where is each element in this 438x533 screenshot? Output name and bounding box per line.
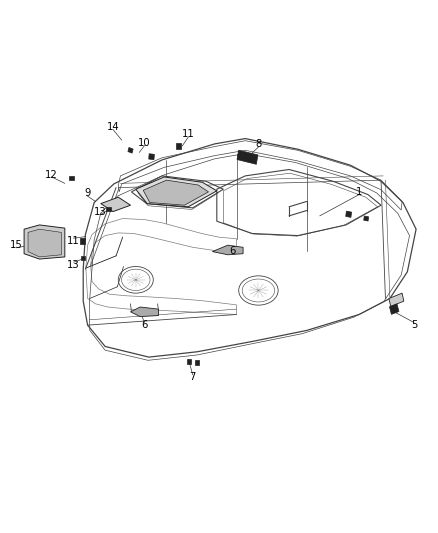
Polygon shape: [24, 225, 65, 259]
Polygon shape: [136, 177, 217, 207]
Polygon shape: [212, 245, 243, 255]
Polygon shape: [143, 180, 208, 205]
Polygon shape: [389, 293, 404, 306]
Polygon shape: [101, 197, 131, 212]
Polygon shape: [81, 256, 85, 260]
Polygon shape: [131, 307, 159, 317]
Text: 8: 8: [255, 139, 261, 149]
Polygon shape: [69, 176, 74, 180]
Text: 13: 13: [67, 260, 80, 270]
Text: 11: 11: [67, 236, 80, 246]
Polygon shape: [128, 148, 133, 153]
Text: 11: 11: [182, 130, 195, 139]
Polygon shape: [346, 211, 352, 217]
Text: 9: 9: [85, 189, 91, 198]
Polygon shape: [195, 360, 199, 365]
Text: 5: 5: [411, 320, 417, 330]
Text: 6: 6: [229, 246, 235, 255]
Polygon shape: [80, 238, 85, 244]
Polygon shape: [28, 229, 61, 257]
Text: 12: 12: [45, 170, 58, 180]
Text: 7: 7: [190, 373, 196, 382]
Polygon shape: [106, 207, 111, 211]
Text: 14: 14: [107, 122, 119, 132]
Text: 13: 13: [94, 207, 106, 217]
Text: 10: 10: [138, 138, 151, 148]
Polygon shape: [187, 359, 191, 364]
Polygon shape: [149, 154, 154, 160]
Polygon shape: [176, 143, 181, 149]
Polygon shape: [237, 150, 258, 164]
Polygon shape: [389, 304, 399, 314]
Text: 15: 15: [10, 240, 23, 250]
Polygon shape: [364, 216, 369, 221]
Text: 6: 6: [141, 320, 148, 330]
Text: 1: 1: [356, 187, 362, 197]
